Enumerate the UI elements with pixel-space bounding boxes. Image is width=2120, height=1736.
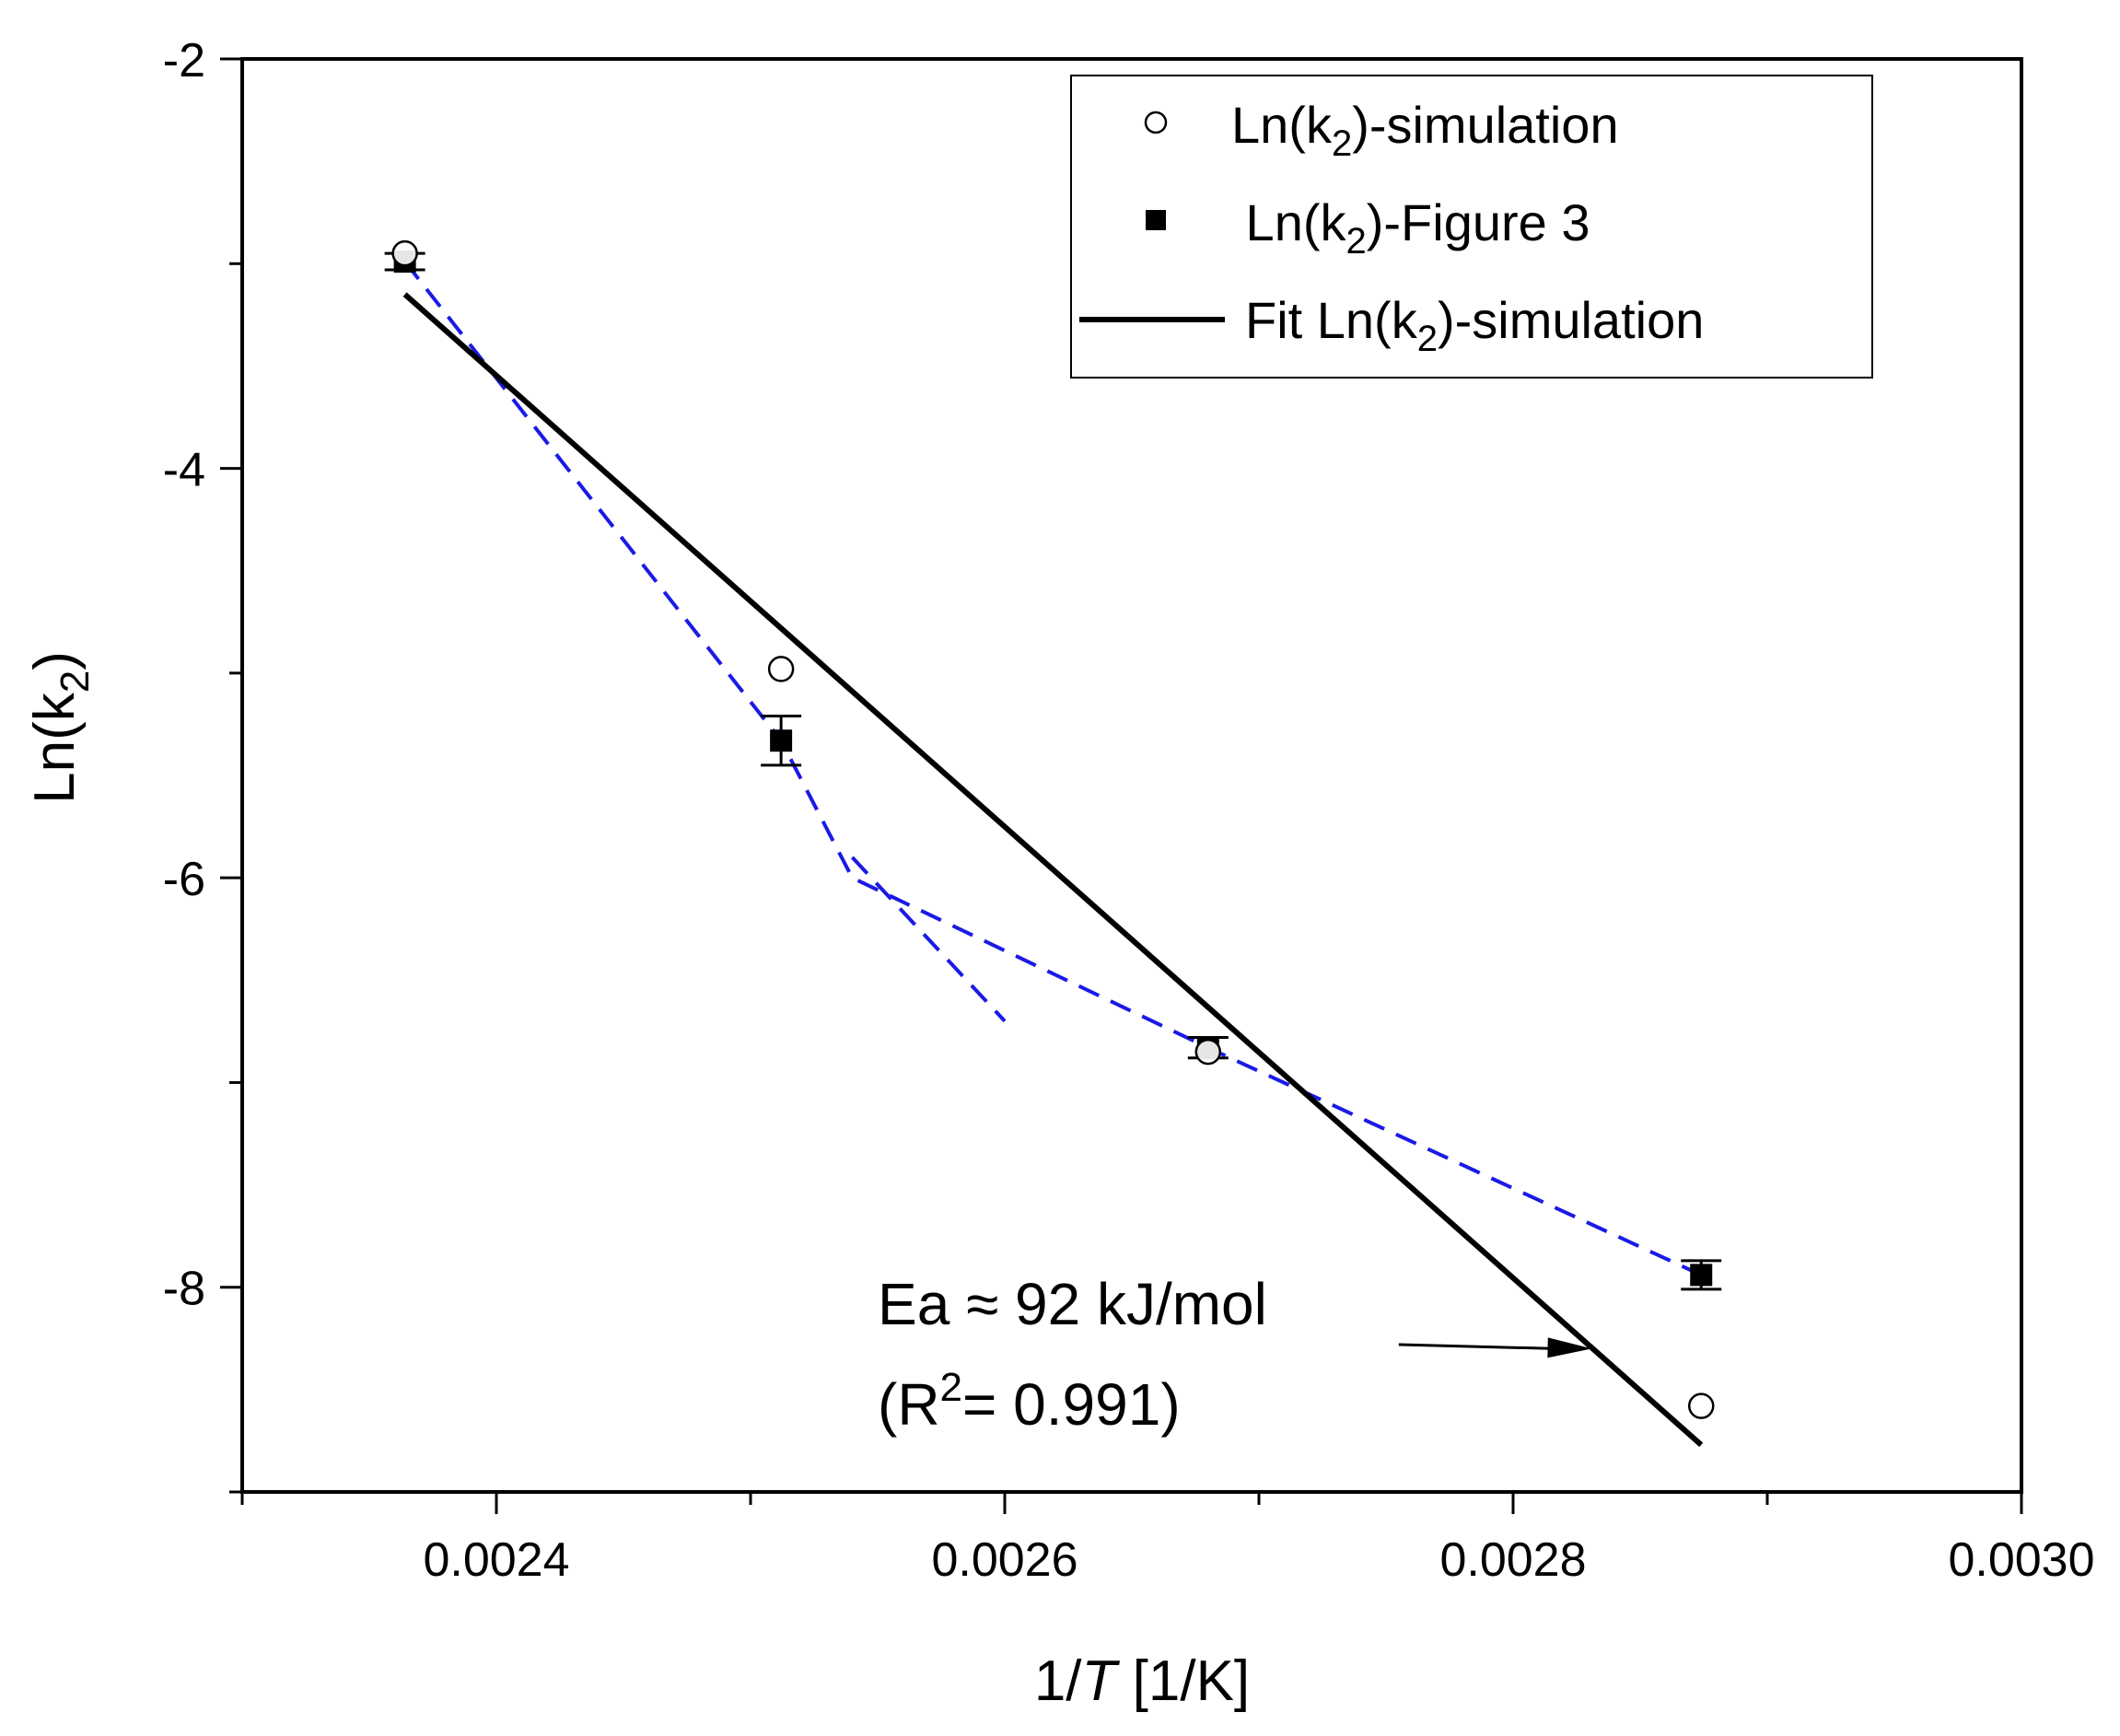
fit-line xyxy=(402,292,1704,1448)
x-tick-label: 0.0024 xyxy=(423,1533,569,1587)
x-axis-label: 1/T [1/K] xyxy=(1034,1649,1250,1713)
figure3-point xyxy=(1690,1264,1713,1287)
legend-label-fit: Fit Ln(k2)-simulation xyxy=(1245,291,1704,359)
annotation-r2: (R2= 0.991) xyxy=(878,1365,1181,1438)
legend-marker-simulation xyxy=(1144,111,1168,134)
simulation-point xyxy=(1687,1392,1715,1419)
plot-frame xyxy=(240,57,2023,1494)
series-layer xyxy=(384,239,1722,1448)
axis-ticks xyxy=(220,57,2023,1514)
x-tick-label: 0.0030 xyxy=(1948,1533,2094,1587)
y-axis-label: Ln(k2) xyxy=(23,651,98,804)
annotation: Ea ≈ 92 kJ/mol (R2= 0.991) xyxy=(878,1271,1592,1438)
y-tick-label: -6 xyxy=(163,853,205,906)
tick-labels: 0.0024 0.0026 0.0028 0.0030 -2 -4 -6 -8 xyxy=(163,34,2095,1587)
legend-box xyxy=(1070,75,1873,379)
annotation-ea: Ea ≈ 92 kJ/mol xyxy=(878,1271,1267,1337)
legend: Ln(k2)-simulation Ln(k2)-Figure 3 Fit Ln… xyxy=(1070,75,1873,379)
legend-label-figure3: Ln(k2)-Figure 3 xyxy=(1231,193,1590,262)
y-tick-label: -8 xyxy=(163,1263,205,1316)
dashed-guide-line-1 xyxy=(850,856,1007,1023)
annotation-arrowhead xyxy=(1547,1337,1592,1358)
y-tick-label: -2 xyxy=(163,34,205,87)
simulation-point xyxy=(767,656,795,682)
x-tick-label: 0.0026 xyxy=(931,1533,1077,1587)
legend-label-simulation: Ln(k2)-simulation xyxy=(1231,96,1619,164)
dashed-guide-line-0 xyxy=(403,260,1703,1277)
simulation-point xyxy=(1194,1038,1222,1066)
simulation-point xyxy=(391,239,418,267)
legend-marker-figure3 xyxy=(1146,210,1166,230)
y-tick-label: -4 xyxy=(163,444,205,497)
x-tick-label: 0.0028 xyxy=(1439,1533,1586,1587)
plot-border xyxy=(240,57,2023,1494)
annotation-arrow xyxy=(1398,1343,1555,1350)
figure3-point xyxy=(770,729,793,752)
